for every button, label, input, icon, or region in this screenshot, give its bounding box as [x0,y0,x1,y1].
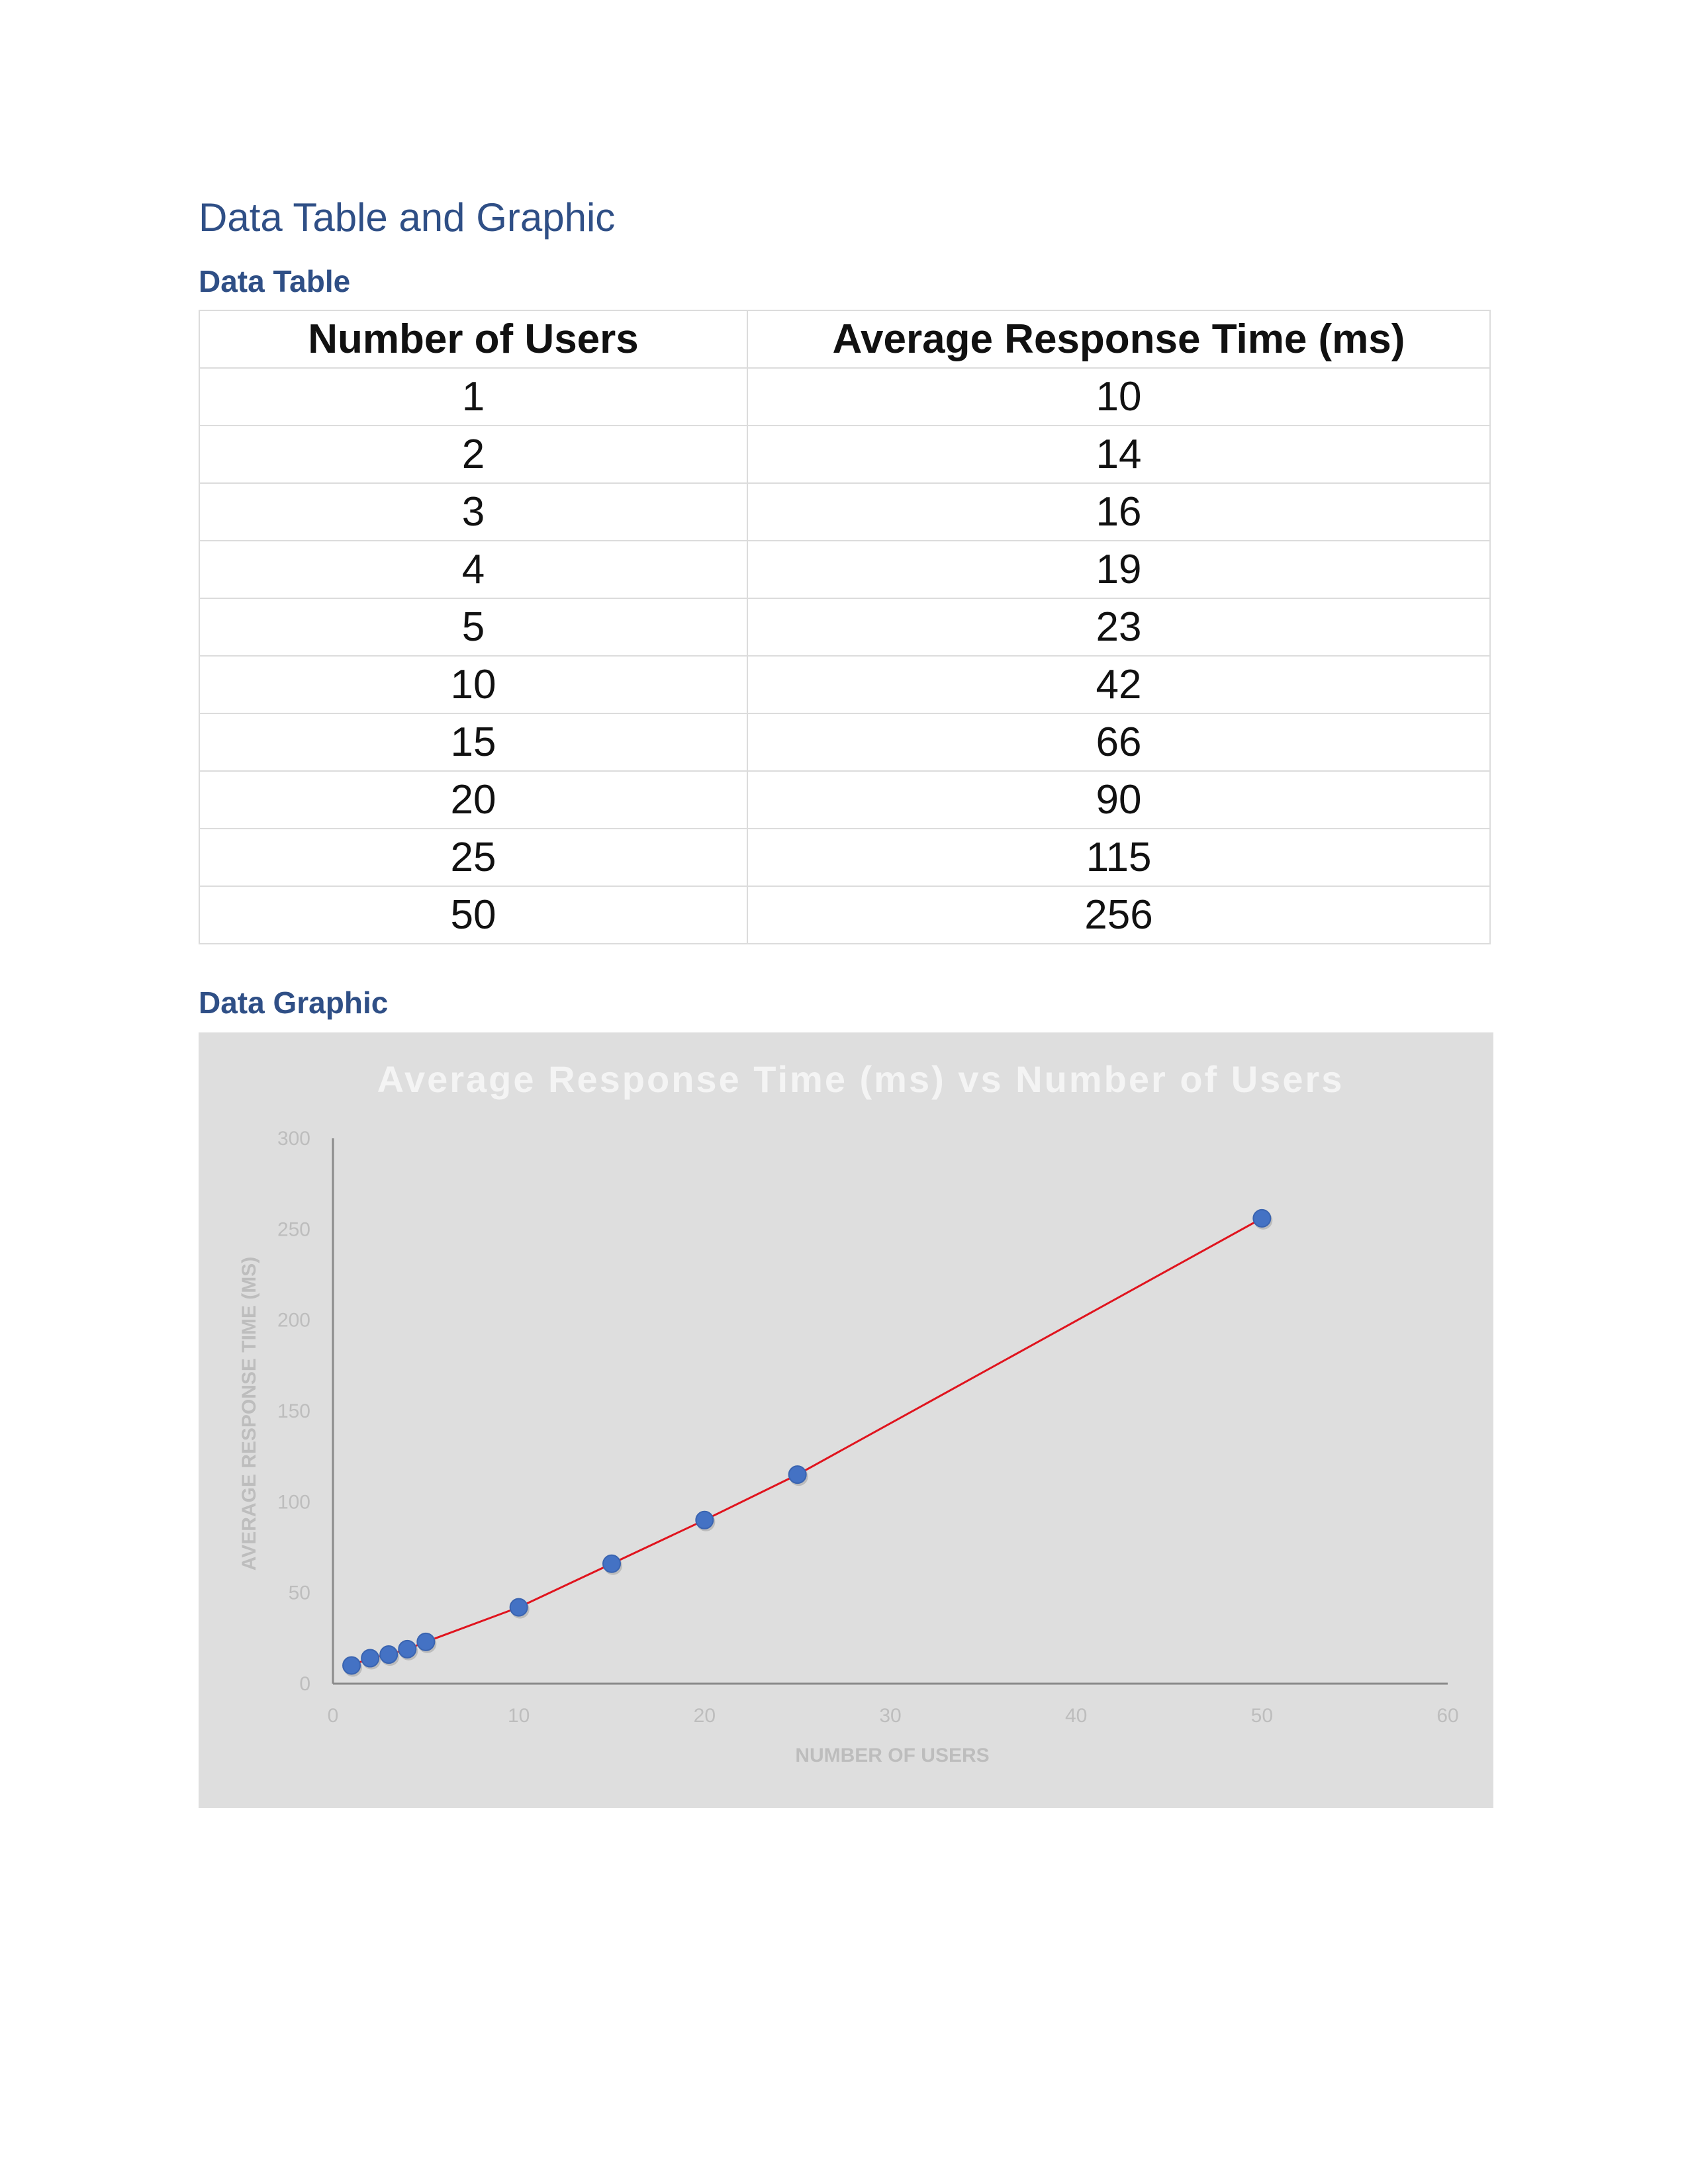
table-row: 25 115 [199,828,1491,887]
cell-number-of-users: 4 [199,540,748,599]
y-tick-label: 300 [277,1128,310,1150]
data-table: Number of Users Average Response Time (m… [199,310,1491,944]
data-point [361,1649,380,1668]
chart-title: Average Response Time (ms) vs Number of … [377,1058,1344,1100]
cell-number-of-users: 20 [199,770,748,829]
table-row: 20 90 [199,770,1491,829]
chart-series [342,1208,1273,1677]
data-point [695,1510,714,1529]
x-axis-ticks: 0 10 20 30 40 50 60 [328,1705,1459,1727]
y-tick-label: 200 [277,1310,310,1332]
cell-number-of-users: 5 [199,598,748,657]
cell-average-response-time: 19 [747,540,1491,599]
x-tick-label: 50 [1251,1705,1273,1727]
cell-number-of-users: 15 [199,713,748,772]
cell-number-of-users: 3 [199,482,748,541]
data-graphic-heading: Data Graphic [199,985,389,1020]
x-tick-label: 20 [694,1705,716,1727]
x-tick-label: 40 [1065,1705,1087,1727]
table-row: 15 66 [199,713,1491,772]
cell-average-response-time: 14 [747,425,1491,484]
data-point [398,1639,417,1659]
table-body: 1 10 2 14 3 16 4 19 5 23 10 42 15 66 20 90 25 115 50 256 [199,367,1491,944]
x-axis-title: NUMBER OF USERS [795,1745,989,1766]
table-header-row: Number of Users Average Response Time (m… [199,310,1491,369]
y-axis-title: AVERAGE RESPONSE TIME (MS) [238,1257,260,1571]
cell-number-of-users: 50 [199,886,748,944]
x-tick-label: 60 [1436,1705,1458,1727]
cell-number-of-users: 25 [199,828,748,887]
cell-number-of-users: 10 [199,655,748,714]
data-point [1252,1208,1272,1228]
response-time-chart: Average Response Time (ms) vs Number of … [238,1058,1459,1766]
cell-average-response-time: 66 [747,713,1491,772]
x-tick-label: 30 [879,1705,901,1727]
cell-number-of-users: 1 [199,367,748,426]
table-row: 3 16 [199,482,1491,541]
data-point [602,1554,621,1573]
table-row: 50 256 [199,886,1491,944]
column-header-response-time: Average Response Time (ms) [747,310,1491,369]
cell-average-response-time: 90 [747,770,1491,829]
chart-axes [332,1138,1448,1685]
y-tick-label: 0 [299,1673,310,1695]
series-line [351,1217,1263,1666]
cell-average-response-time: 256 [747,886,1491,944]
table-row: 5 23 [199,598,1491,657]
table-row: 4 19 [199,540,1491,599]
data-point [509,1598,528,1617]
data-point [342,1656,361,1675]
x-tick-label: 10 [508,1705,530,1727]
cell-average-response-time: 16 [747,482,1491,541]
y-tick-label: 100 [277,1491,310,1513]
column-header-users: Number of Users [199,310,748,369]
y-tick-label: 150 [277,1400,310,1422]
cell-average-response-time: 10 [747,367,1491,426]
data-point [416,1632,436,1651]
y-tick-label: 50 [289,1582,310,1604]
y-tick-label: 250 [277,1218,310,1240]
table-row: 2 14 [199,425,1491,484]
data-point [379,1645,399,1664]
cell-average-response-time: 23 [747,598,1491,657]
table-row: 10 42 [199,655,1491,714]
table-row: 1 10 [199,367,1491,426]
chart-panel: Average Response Time (ms) vs Number of … [199,1032,1493,1808]
data-table-heading: Data Table [199,264,351,298]
page-title: Data Table and Graphic [199,195,616,240]
cell-average-response-time: 42 [747,655,1491,714]
cell-average-response-time: 115 [747,828,1491,887]
data-point [788,1465,807,1484]
cell-number-of-users: 2 [199,425,748,484]
x-tick-label: 0 [328,1705,339,1727]
y-axis-ticks: 0 50 100 150 200 250 300 [277,1128,310,1695]
